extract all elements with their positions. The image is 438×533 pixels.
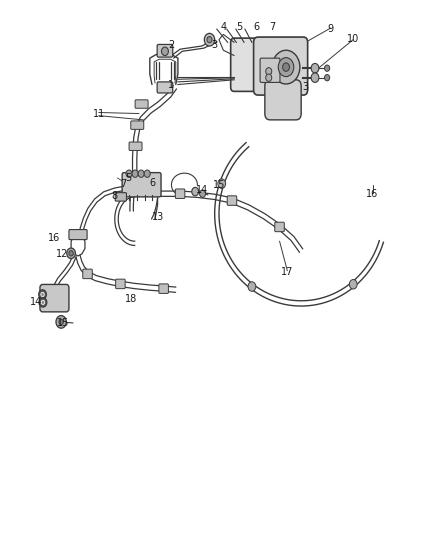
Circle shape <box>41 300 45 304</box>
Text: 2: 2 <box>168 40 175 50</box>
Circle shape <box>248 282 256 291</box>
FancyBboxPatch shape <box>227 196 237 205</box>
Text: 7: 7 <box>120 179 126 189</box>
Circle shape <box>218 179 226 188</box>
Text: 4: 4 <box>220 21 226 31</box>
Text: 3: 3 <box>212 40 218 50</box>
FancyBboxPatch shape <box>115 192 127 201</box>
Circle shape <box>311 73 319 83</box>
Text: 16: 16 <box>48 233 60 243</box>
Text: 15: 15 <box>57 318 70 328</box>
FancyBboxPatch shape <box>265 80 301 120</box>
Circle shape <box>138 170 144 177</box>
Circle shape <box>204 34 215 46</box>
Text: 7: 7 <box>269 21 276 31</box>
Text: 16: 16 <box>367 189 378 199</box>
Text: 13: 13 <box>152 212 165 222</box>
Text: 8: 8 <box>111 191 117 201</box>
Text: 5: 5 <box>237 21 243 31</box>
Text: 6: 6 <box>253 21 259 31</box>
Circle shape <box>126 170 132 177</box>
Circle shape <box>41 292 44 296</box>
Circle shape <box>325 65 330 71</box>
Text: 11: 11 <box>93 109 105 118</box>
Circle shape <box>283 63 290 71</box>
Text: 5: 5 <box>125 173 131 183</box>
Text: 10: 10 <box>347 34 359 44</box>
FancyBboxPatch shape <box>83 269 92 279</box>
Circle shape <box>69 251 73 256</box>
FancyBboxPatch shape <box>175 189 185 198</box>
Circle shape <box>272 50 300 84</box>
Circle shape <box>162 47 168 55</box>
Text: 9: 9 <box>328 24 334 34</box>
Circle shape <box>39 297 47 307</box>
Text: 14: 14 <box>29 297 42 308</box>
Circle shape <box>200 190 205 197</box>
Text: 1: 1 <box>168 79 174 90</box>
FancyBboxPatch shape <box>157 82 173 93</box>
FancyBboxPatch shape <box>129 142 142 150</box>
FancyBboxPatch shape <box>40 285 69 312</box>
Circle shape <box>266 74 272 82</box>
FancyBboxPatch shape <box>69 230 87 240</box>
FancyBboxPatch shape <box>260 58 280 83</box>
Circle shape <box>56 316 66 328</box>
FancyBboxPatch shape <box>254 37 307 95</box>
Text: 6: 6 <box>149 178 155 188</box>
Text: 17: 17 <box>281 267 293 277</box>
Text: 14: 14 <box>196 185 208 195</box>
Text: 15: 15 <box>213 180 225 190</box>
FancyBboxPatch shape <box>159 284 168 293</box>
Circle shape <box>350 279 357 289</box>
FancyBboxPatch shape <box>135 100 148 108</box>
Text: 12: 12 <box>56 249 69 259</box>
FancyBboxPatch shape <box>116 279 125 289</box>
Circle shape <box>132 170 138 177</box>
FancyBboxPatch shape <box>231 38 296 91</box>
Circle shape <box>59 319 64 325</box>
Circle shape <box>278 58 294 77</box>
Text: 18: 18 <box>125 294 137 304</box>
Circle shape <box>207 37 212 43</box>
FancyBboxPatch shape <box>122 173 161 197</box>
Text: 3: 3 <box>302 82 308 92</box>
Circle shape <box>311 63 319 73</box>
Circle shape <box>144 170 150 177</box>
FancyBboxPatch shape <box>275 222 284 232</box>
Circle shape <box>67 248 75 259</box>
FancyBboxPatch shape <box>131 121 144 130</box>
Circle shape <box>325 75 330 81</box>
FancyBboxPatch shape <box>157 44 173 57</box>
Circle shape <box>192 188 199 196</box>
Circle shape <box>39 290 46 299</box>
Circle shape <box>266 68 272 75</box>
